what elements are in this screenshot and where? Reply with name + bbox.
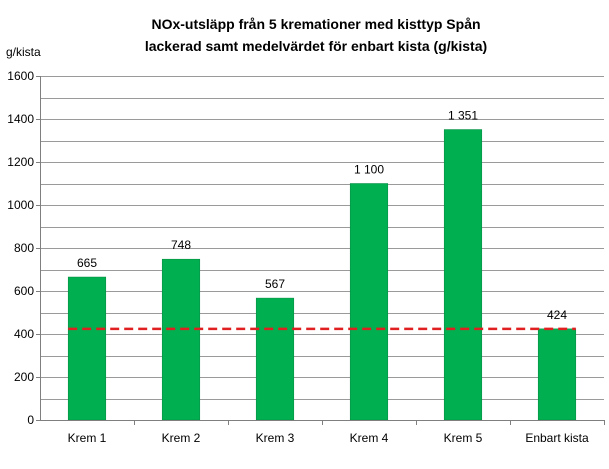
axes xyxy=(36,76,605,425)
chart-title-line-1: NOx-utsläpp från 5 kremationer med kistt… xyxy=(151,16,480,32)
y-tick-label: 1400 xyxy=(7,112,34,126)
y-axis-label: g/kista xyxy=(6,45,41,59)
x-tick-label: Krem 4 xyxy=(350,431,389,445)
x-tick-label: Krem 1 xyxy=(68,431,107,445)
data-label: 1 100 xyxy=(354,163,384,177)
x-tick-label: Enbart kista xyxy=(525,431,589,445)
data-label: 665 xyxy=(77,256,97,270)
bar xyxy=(67,276,107,421)
x-tick-label: Krem 2 xyxy=(162,431,201,445)
gridlines xyxy=(40,76,604,400)
bar xyxy=(349,183,389,421)
bar xyxy=(443,129,483,421)
x-tick-label: Krem 3 xyxy=(256,431,295,445)
data-label: 748 xyxy=(171,238,191,252)
data-label: 424 xyxy=(547,308,567,322)
y-tick-label: 600 xyxy=(14,284,34,298)
y-tick-label: 800 xyxy=(14,241,34,255)
y-tick-label: 1000 xyxy=(7,198,34,212)
bars xyxy=(67,129,577,421)
y-tick-label: 1600 xyxy=(7,69,34,83)
bar xyxy=(161,258,201,421)
y-tick-label: 1200 xyxy=(7,155,34,169)
bar xyxy=(537,328,577,421)
x-tick-label: Krem 5 xyxy=(444,431,483,445)
y-tick-label: 400 xyxy=(14,327,34,341)
chart-title-line-2: lackerad samt medelvärdet för enbart kis… xyxy=(145,38,487,54)
labels: 0 200 400 600 800 1000 1200 1400 1600 Krem 1 665 Kr… xyxy=(7,69,589,445)
y-tick-label: 0 xyxy=(27,413,34,427)
bar xyxy=(255,297,295,421)
y-tick-label: 200 xyxy=(14,370,34,384)
data-label: 567 xyxy=(265,277,285,291)
data-label: 1 351 xyxy=(448,109,478,123)
